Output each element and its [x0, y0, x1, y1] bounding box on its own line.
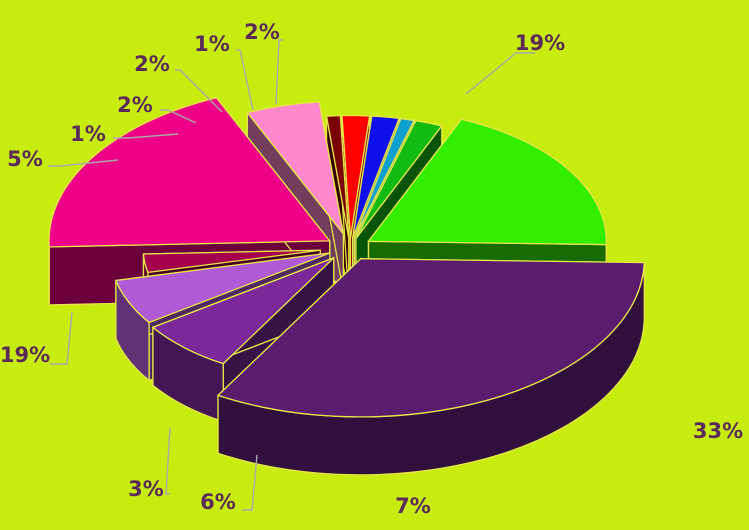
slice-top — [325, 114, 350, 239]
slice-top — [48, 97, 331, 248]
leader-line — [165, 427, 171, 495]
leader-line — [160, 109, 197, 124]
data-label: 2% — [244, 20, 280, 44]
leader-line — [465, 52, 535, 95]
slice-top — [216, 258, 645, 418]
data-label: 33% — [693, 419, 743, 443]
leader-lines — [48, 39, 535, 511]
data-label: 2% — [117, 93, 153, 117]
slice-top — [114, 252, 331, 324]
leader-line — [48, 159, 119, 167]
slice-top — [151, 257, 335, 365]
slice-top — [341, 114, 371, 239]
leader-line — [175, 69, 223, 113]
slice-top — [246, 101, 344, 235]
pie-slices — [48, 95, 645, 476]
data-labels: 19% 33% 7% 6% 3% 19% 5% 1% 2% 2% 1% 2% — [0, 20, 743, 518]
data-label: 3% — [128, 477, 164, 501]
leader-line — [275, 39, 283, 105]
slice-top — [355, 120, 443, 239]
data-label: 2% — [134, 52, 170, 76]
leader-line — [113, 133, 179, 139]
data-label: 1% — [194, 32, 230, 56]
pie-slice — [216, 257, 645, 476]
data-label: 19% — [0, 343, 50, 367]
data-label: 7% — [395, 494, 431, 518]
slice-top — [367, 118, 607, 246]
leader-line — [242, 454, 258, 511]
slice-top — [142, 249, 321, 274]
slice-top — [353, 117, 416, 239]
leader-line — [50, 311, 73, 365]
leader-line — [236, 49, 254, 111]
slice-top — [352, 115, 401, 239]
data-label: 19% — [515, 31, 565, 55]
data-label: 5% — [7, 147, 43, 171]
data-label: 1% — [70, 122, 106, 146]
data-label: 6% — [200, 490, 236, 514]
